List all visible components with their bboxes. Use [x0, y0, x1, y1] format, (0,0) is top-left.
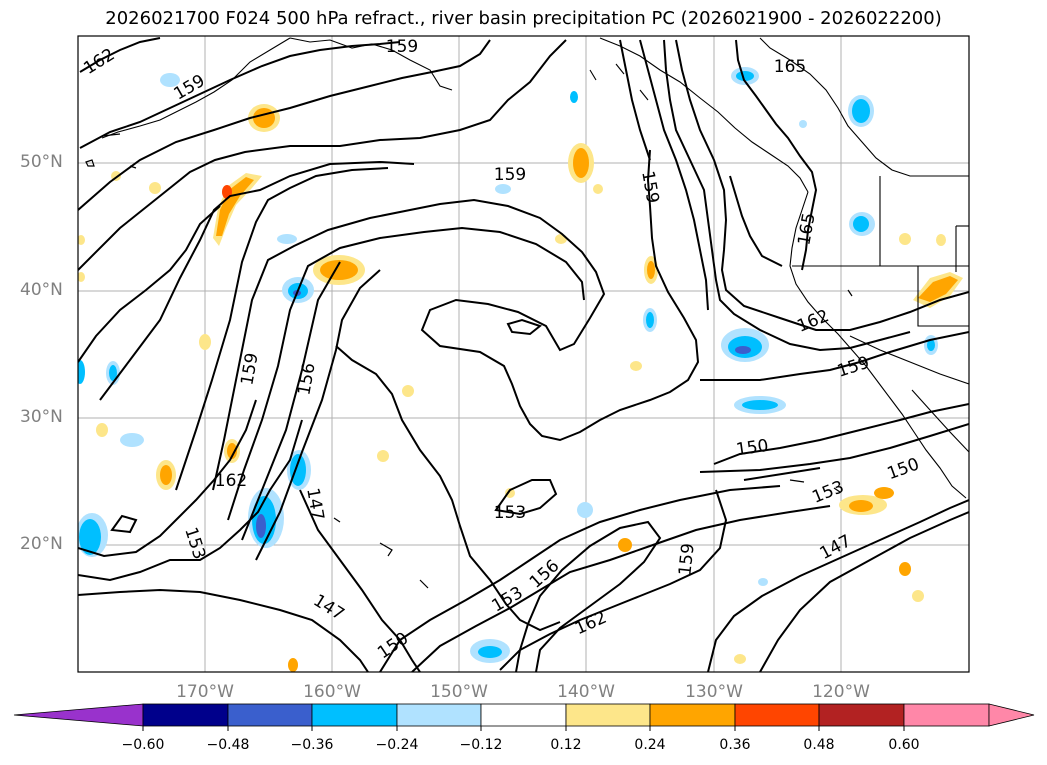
contour-label: 150 — [735, 436, 770, 460]
contour-label: 159 — [386, 37, 418, 57]
colorbar-min-extend — [13, 703, 144, 727]
colorbar-bin — [649, 703, 736, 727]
contour-lines — [78, 37, 969, 672]
lat-label: 30°N — [20, 407, 63, 427]
colorbar-tick-label: −0.36 — [290, 737, 334, 753]
contour-label: 159 — [494, 165, 526, 185]
colorbar-bin — [903, 703, 990, 727]
contour-label: 165 — [774, 57, 806, 77]
lon-label: 140°W — [557, 682, 615, 702]
lon-label: 120°W — [812, 682, 870, 702]
colorbar-tick-label: 0.60 — [888, 737, 920, 753]
lat-label: 50°N — [20, 152, 63, 172]
colorbar-tick-label: 0.12 — [550, 737, 582, 753]
colorbar-tick-label: −0.24 — [375, 737, 419, 753]
colorbar-max-extend — [988, 703, 1035, 727]
contour-label: 159 — [675, 542, 698, 576]
colorbar-tick-label: −0.12 — [459, 737, 503, 753]
colorbar-bin — [227, 703, 313, 727]
lat-label: 40°N — [20, 280, 63, 300]
colorbar-tick-label: 0.36 — [719, 737, 751, 753]
lon-label: 160°W — [303, 682, 361, 702]
map-title: 2026021700 F024 500 hPa refract., river … — [105, 8, 942, 29]
precip-positive-patches — [78, 104, 963, 672]
lon-label: 170°W — [176, 682, 234, 702]
colorbar-tick-label: 0.48 — [803, 737, 835, 753]
gridlines — [78, 36, 969, 672]
colorbar-bin — [311, 703, 398, 727]
colorbar-bin — [142, 703, 229, 727]
lon-label: 130°W — [685, 682, 743, 702]
colorbar-tick-label: 0.24 — [634, 737, 666, 753]
colorbar — [13, 703, 1035, 731]
colorbar-bin — [818, 703, 905, 727]
colorbar-bin — [396, 703, 482, 727]
colorbar-bin — [565, 703, 651, 727]
colorbar-tick-label: −0.48 — [206, 737, 250, 753]
colorbar-tick-label: −0.60 — [121, 737, 165, 753]
islands — [85, 133, 853, 589]
lon-label: 150°W — [430, 682, 488, 702]
contour-label: 153 — [494, 503, 526, 523]
coastlines — [101, 37, 969, 499]
lat-label: 20°N — [20, 534, 63, 554]
colorbar-bin — [480, 703, 567, 727]
colorbar-bin — [734, 703, 820, 727]
contour-label: 162 — [215, 471, 247, 491]
map-frame — [77, 35, 970, 673]
